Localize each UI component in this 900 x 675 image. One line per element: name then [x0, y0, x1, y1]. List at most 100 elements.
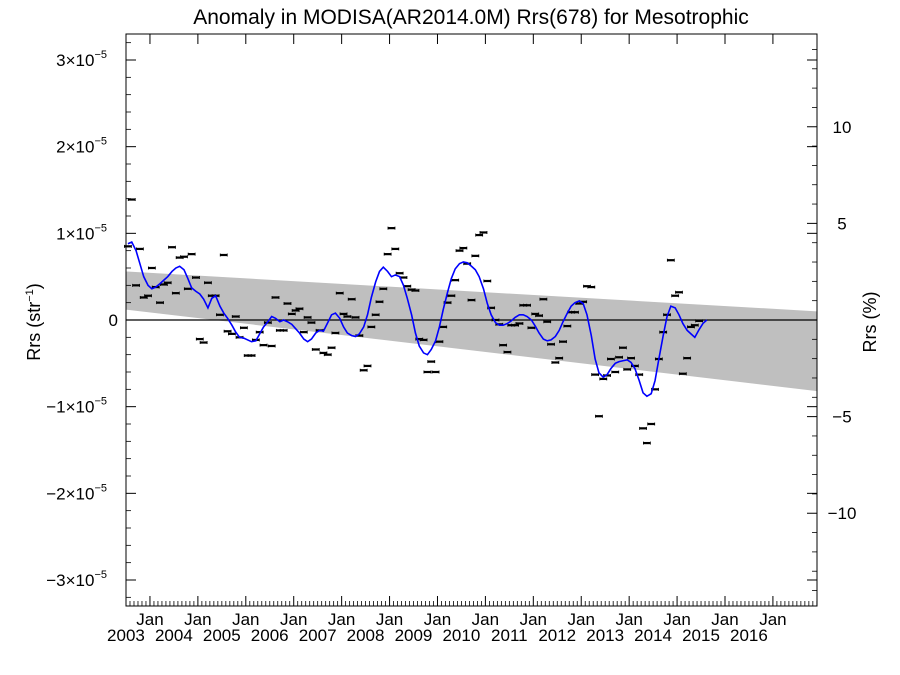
x-tick-year-label: 2012 — [538, 626, 576, 645]
x-tick-month-label: Jan — [424, 610, 451, 629]
y-tick-label: 2×10−5 — [56, 136, 107, 157]
x-tick-month-label: Jan — [280, 610, 307, 629]
data-point — [671, 294, 680, 298]
data-point — [379, 287, 388, 291]
data-point — [343, 315, 352, 319]
x-tick-month-label: Jan — [568, 610, 595, 629]
data-point — [307, 321, 316, 325]
data-point — [435, 340, 444, 344]
plot-area — [124, 33, 818, 607]
data-point — [451, 278, 460, 282]
x-tick-year-label: 2014 — [634, 626, 672, 645]
data-point — [591, 373, 600, 377]
y-right-tick-label: −5 — [832, 408, 851, 427]
trend-band — [126, 271, 817, 392]
data-point — [303, 315, 312, 319]
data-point — [279, 328, 288, 332]
data-point — [599, 377, 608, 381]
data-point — [271, 295, 280, 299]
y-right-tick-label: 5 — [837, 214, 846, 233]
data-point — [231, 315, 240, 319]
x-tick-year-label: 2006 — [251, 626, 289, 645]
y-axis-left: −3×10−5 −2×10−5 −1×10−5 0 1×10−5 2×10−5 3×10−5 — [46, 42, 817, 598]
data-point — [199, 341, 208, 345]
data-point — [351, 315, 360, 319]
x-tick-year-label: 2009 — [395, 626, 433, 645]
data-point — [144, 294, 152, 298]
data-point — [156, 301, 164, 305]
data-point — [539, 297, 548, 301]
data-point — [619, 346, 627, 350]
x-tick-month-label: Jan — [520, 610, 547, 629]
x-tick-month-label: Jan — [615, 610, 642, 629]
data-point — [419, 338, 428, 342]
data-point — [216, 313, 224, 317]
data-point — [124, 244, 132, 248]
data-point — [675, 290, 683, 294]
data-point — [411, 289, 420, 293]
y-tick-label: −3×10−5 — [46, 569, 107, 590]
data-point — [283, 302, 292, 306]
data-point — [459, 246, 468, 250]
data-point — [259, 343, 268, 347]
data-point — [267, 344, 276, 348]
data-point — [551, 360, 560, 364]
data-point — [639, 426, 647, 430]
data-point — [515, 321, 524, 325]
data-point — [187, 252, 196, 256]
x-tick-year-label: 2015 — [682, 626, 720, 645]
x-tick-month-label: Jan — [136, 610, 163, 629]
data-point — [471, 254, 480, 258]
data-point — [391, 247, 400, 251]
data-point — [247, 354, 256, 358]
data-point — [543, 320, 552, 324]
data-point — [287, 312, 296, 316]
data-point — [455, 249, 464, 253]
data-point — [559, 340, 567, 344]
data-point — [383, 252, 392, 256]
y-tick-label: −1×10−5 — [46, 396, 107, 417]
data-point — [431, 370, 440, 374]
data-point — [695, 319, 704, 323]
data-point — [192, 276, 200, 280]
data-point — [547, 342, 555, 346]
data-point — [339, 312, 348, 316]
data-point — [359, 368, 368, 372]
x-tick-month-label: Jan — [376, 610, 403, 629]
data-point — [563, 324, 572, 328]
data-point — [678, 372, 687, 376]
x-tick-year-label: 2003 — [107, 626, 145, 645]
x-tick-year-label: 2011 — [491, 626, 528, 645]
data-point — [363, 364, 372, 368]
data-point — [479, 230, 488, 234]
x-tick-month-label: Jan — [759, 610, 786, 629]
data-point — [611, 370, 620, 374]
data-point — [439, 325, 448, 329]
data-point — [647, 422, 656, 426]
data-point — [347, 297, 356, 301]
data-point — [223, 329, 232, 333]
y-axis-label-right: Rrs (%) — [860, 292, 880, 353]
data-point — [327, 346, 336, 350]
data-point — [375, 300, 384, 304]
data-point — [423, 370, 432, 374]
data-point — [239, 326, 248, 330]
data-point — [499, 343, 508, 347]
data-point — [595, 414, 603, 418]
data-point — [587, 285, 596, 289]
chart-title: Anomaly in MODISA(AR2014.0M) Rrs(678) fo… — [193, 6, 749, 29]
y-tick-label: 1×10−5 — [56, 222, 107, 243]
data-point — [219, 253, 228, 257]
y-axis-right: −10 −5 5 10 — [807, 49, 856, 591]
data-point — [299, 330, 308, 334]
data-point — [483, 279, 492, 283]
x-tick-year-label: 2005 — [203, 626, 241, 645]
data-point — [642, 441, 651, 445]
data-point — [467, 298, 476, 302]
x-tick-month-label: Jan — [184, 610, 211, 629]
x-tick-year-label: 2004 — [155, 626, 193, 645]
data-point — [331, 331, 340, 335]
data-point — [147, 266, 156, 270]
data-point — [132, 283, 140, 287]
